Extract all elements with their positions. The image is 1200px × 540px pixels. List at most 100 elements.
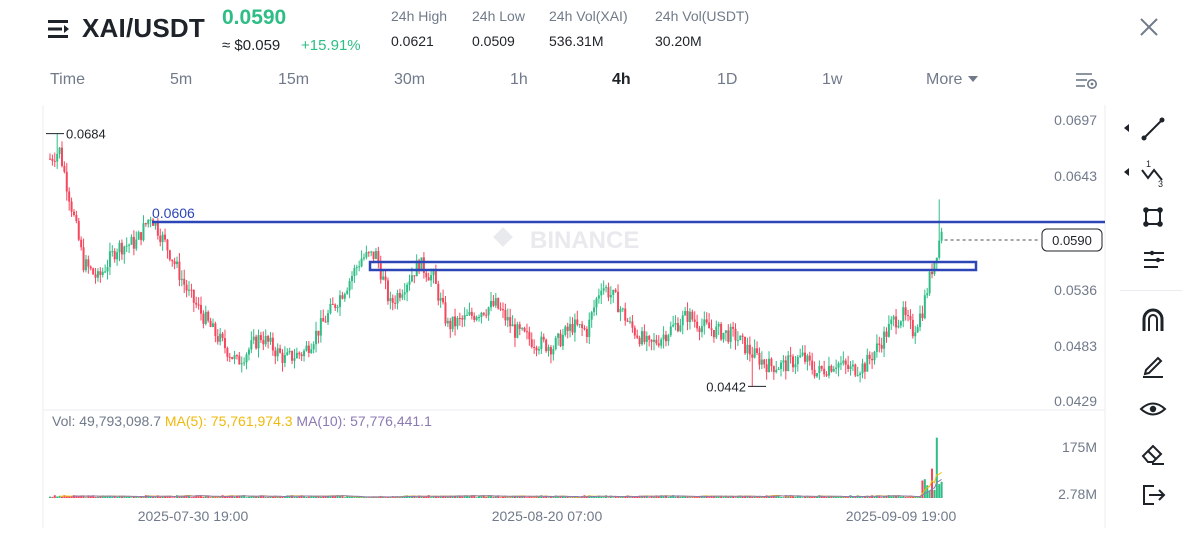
volume-bar [808, 496, 811, 498]
chart-area[interactable]: BINANCE 0.0684 0.0442 0.0606 0.0590 0.0697 0… [0, 100, 1120, 540]
tab-5m[interactable]: 5m [170, 71, 193, 88]
volume-bar [166, 496, 169, 498]
candle-up [487, 307, 490, 316]
tab-more[interactable]: More [926, 71, 979, 89]
candle-down [386, 280, 389, 302]
expand-triangle-icon[interactable] [1124, 124, 1129, 132]
chart-settings-icon[interactable] [1074, 70, 1098, 92]
candle-up [839, 363, 842, 365]
volume-bar [516, 495, 519, 498]
candle-up [602, 288, 605, 291]
candle-down [657, 343, 660, 346]
volume-bar [238, 495, 241, 498]
trend-line-tool-icon[interactable] [1138, 114, 1168, 144]
volume-bar [446, 496, 449, 498]
candle-up [700, 326, 703, 333]
volume-bar [549, 496, 552, 498]
shape-tool-icon[interactable] [1138, 202, 1168, 232]
volume-bar [171, 497, 174, 498]
tab-time[interactable]: Time [50, 71, 85, 88]
candle-up [128, 244, 131, 246]
volume-bar [84, 497, 87, 498]
volume-bar [442, 495, 445, 498]
volume-bar [178, 495, 181, 498]
volume-bar [149, 496, 152, 498]
volume-bar [523, 495, 526, 498]
binance-watermark: BINANCE [530, 227, 639, 254]
volume-bar [839, 496, 842, 498]
tab-30m[interactable]: 30m [394, 71, 426, 88]
volume-bar [269, 495, 272, 498]
candle-down [504, 309, 507, 321]
volume-bar [65, 496, 68, 498]
volume-bar [559, 496, 562, 498]
volume-bar [207, 496, 210, 498]
candle-up [303, 350, 306, 357]
candle-up [619, 308, 622, 313]
volume-bar [837, 496, 840, 498]
candle-down [607, 287, 610, 298]
tab-1d[interactable]: 1D [717, 71, 738, 88]
volume-bar [859, 496, 862, 498]
tab-1w[interactable]: 1w [822, 71, 843, 88]
volume-bar [317, 496, 320, 498]
exit-icon[interactable] [1138, 480, 1168, 510]
volume-bar [466, 495, 469, 498]
menu-icon[interactable] [48, 18, 70, 40]
eye-icon[interactable] [1138, 394, 1168, 424]
volume-bar [705, 495, 708, 498]
volume-tick-label: 2.78M [1058, 486, 1097, 502]
eraser-icon[interactable] [1138, 438, 1168, 468]
tab-1h[interactable]: 1h [510, 71, 528, 88]
candle-up [446, 320, 449, 324]
candle-up [343, 293, 346, 299]
candle-down [501, 309, 504, 311]
candle-up [293, 358, 296, 361]
volume-bar [336, 495, 339, 498]
volume-bar [803, 496, 806, 498]
candle-down [80, 239, 83, 248]
candle-up [439, 297, 442, 301]
volume-bar [768, 495, 771, 498]
candle-down [82, 247, 85, 271]
candle-down [638, 337, 641, 345]
volume-bar [432, 496, 435, 498]
volume-bar [564, 496, 567, 498]
candle-down [192, 289, 195, 303]
candle-up [408, 281, 411, 285]
parallel-lines-tool-icon[interactable] [1138, 244, 1168, 274]
volume-bar [478, 496, 481, 498]
stat-label: 24h Vol(XAI) [549, 8, 628, 24]
candle-down [904, 307, 907, 316]
candle-up [578, 324, 581, 326]
volume-bar [415, 497, 418, 498]
volume-bar [485, 496, 488, 498]
volume-bar [878, 495, 881, 498]
trading-pair[interactable]: XAI/USDT [82, 13, 205, 43]
toolbar-divider [1120, 290, 1182, 291]
candle-down [291, 350, 294, 361]
magnet-icon[interactable] [1138, 306, 1168, 336]
tab-4h[interactable]: 4h [612, 71, 631, 88]
volume-bar [741, 496, 744, 498]
tab-15m[interactable]: 15m [278, 71, 310, 88]
ma5-value: 75,761,974.3 [211, 413, 293, 429]
close-icon[interactable] [1138, 16, 1160, 38]
volume-bar [293, 496, 296, 498]
volume-bar [468, 495, 471, 498]
volume-bar [168, 495, 171, 498]
volume-bar [51, 496, 54, 498]
volume-bar [806, 496, 809, 498]
candle-up [305, 345, 308, 351]
vol-label: Vol: [52, 413, 75, 429]
expand-triangle-icon[interactable] [1124, 168, 1129, 176]
pencil-icon[interactable] [1138, 350, 1168, 380]
candle-up [928, 271, 931, 294]
candle-down [331, 303, 334, 305]
volume-bar [897, 495, 900, 498]
fib-tool-icon[interactable]: 1 3 [1138, 158, 1168, 188]
volume-bar [820, 495, 823, 498]
candle-up [370, 251, 373, 253]
volume-bar [113, 495, 116, 498]
